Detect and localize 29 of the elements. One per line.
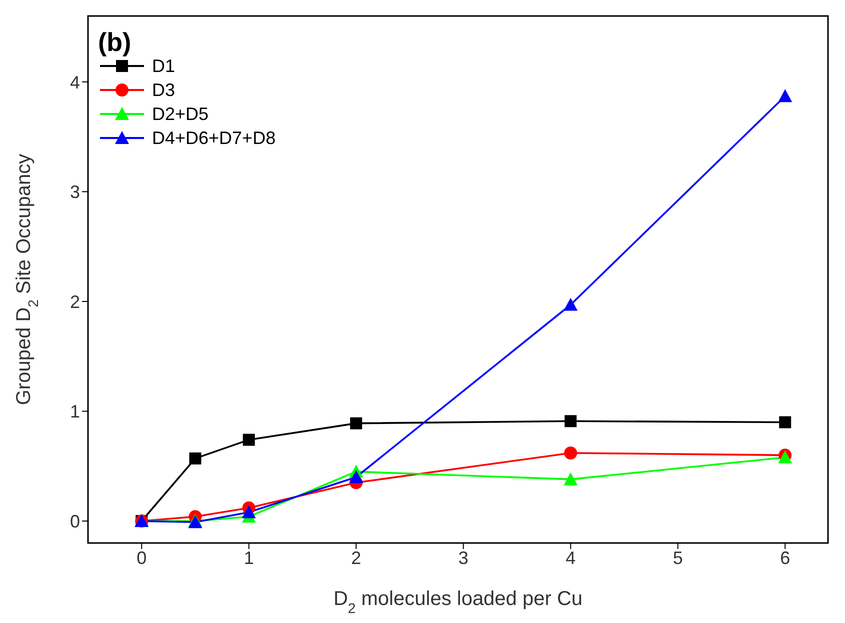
- legend-label: D2+D5: [152, 104, 209, 124]
- point: [242, 505, 256, 518]
- point: [564, 472, 578, 486]
- point: [564, 446, 578, 460]
- point: [778, 89, 792, 102]
- x-tick-label: 6: [780, 548, 790, 568]
- y-tick-label: 4: [70, 72, 80, 92]
- x-tick-label: 2: [351, 548, 362, 568]
- x-tick-label: 3: [458, 548, 468, 568]
- point: [779, 416, 792, 428]
- x-tick-label: 1: [244, 548, 254, 568]
- point: [242, 434, 255, 446]
- point: [350, 417, 362, 430]
- x-tick-label: 4: [566, 548, 576, 568]
- legend-label: D4+D6+D7+D8: [152, 128, 276, 148]
- x-axis-title: D$_{2}$ molecules loaded per Cu: [333, 588, 583, 616]
- point: [189, 452, 202, 464]
- x-tick-label: 5: [672, 548, 683, 568]
- point: [564, 415, 577, 428]
- y-tick-label: 3: [70, 182, 80, 202]
- y-tick-label: 1: [70, 402, 80, 422]
- legend-label: D1: [152, 56, 176, 76]
- annotation: (b): [98, 27, 132, 57]
- y-tick-label: 2: [70, 292, 80, 312]
- y-tick-label: 0: [70, 511, 80, 532]
- x-tick-label: 0: [136, 548, 147, 568]
- legend-label: D3: [152, 80, 176, 100]
- point: [349, 470, 364, 484]
- point: [564, 298, 578, 311]
